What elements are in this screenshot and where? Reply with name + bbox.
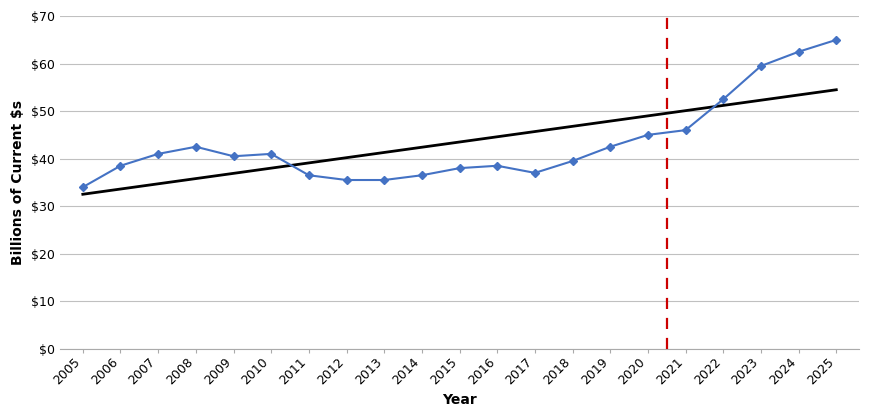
X-axis label: Year: Year <box>441 393 476 407</box>
Y-axis label: Billions of Current $s: Billions of Current $s <box>11 100 25 265</box>
